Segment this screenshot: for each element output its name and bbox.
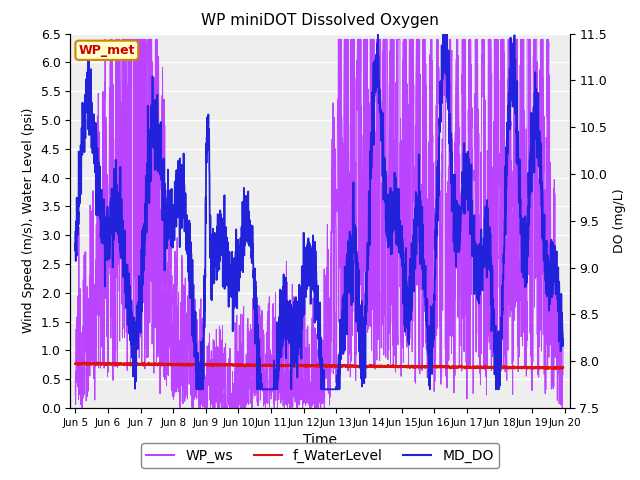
Title: WP miniDOT Dissolved Oxygen: WP miniDOT Dissolved Oxygen [201,13,439,28]
Text: WP_met: WP_met [79,44,135,57]
Legend: WP_ws, f_WaterLevel, MD_DO: WP_ws, f_WaterLevel, MD_DO [141,443,499,468]
Y-axis label: DO (mg/L): DO (mg/L) [612,189,626,253]
Y-axis label: Wind Speed (m/s), Water Level (psi): Wind Speed (m/s), Water Level (psi) [22,108,35,334]
X-axis label: Time: Time [303,433,337,447]
